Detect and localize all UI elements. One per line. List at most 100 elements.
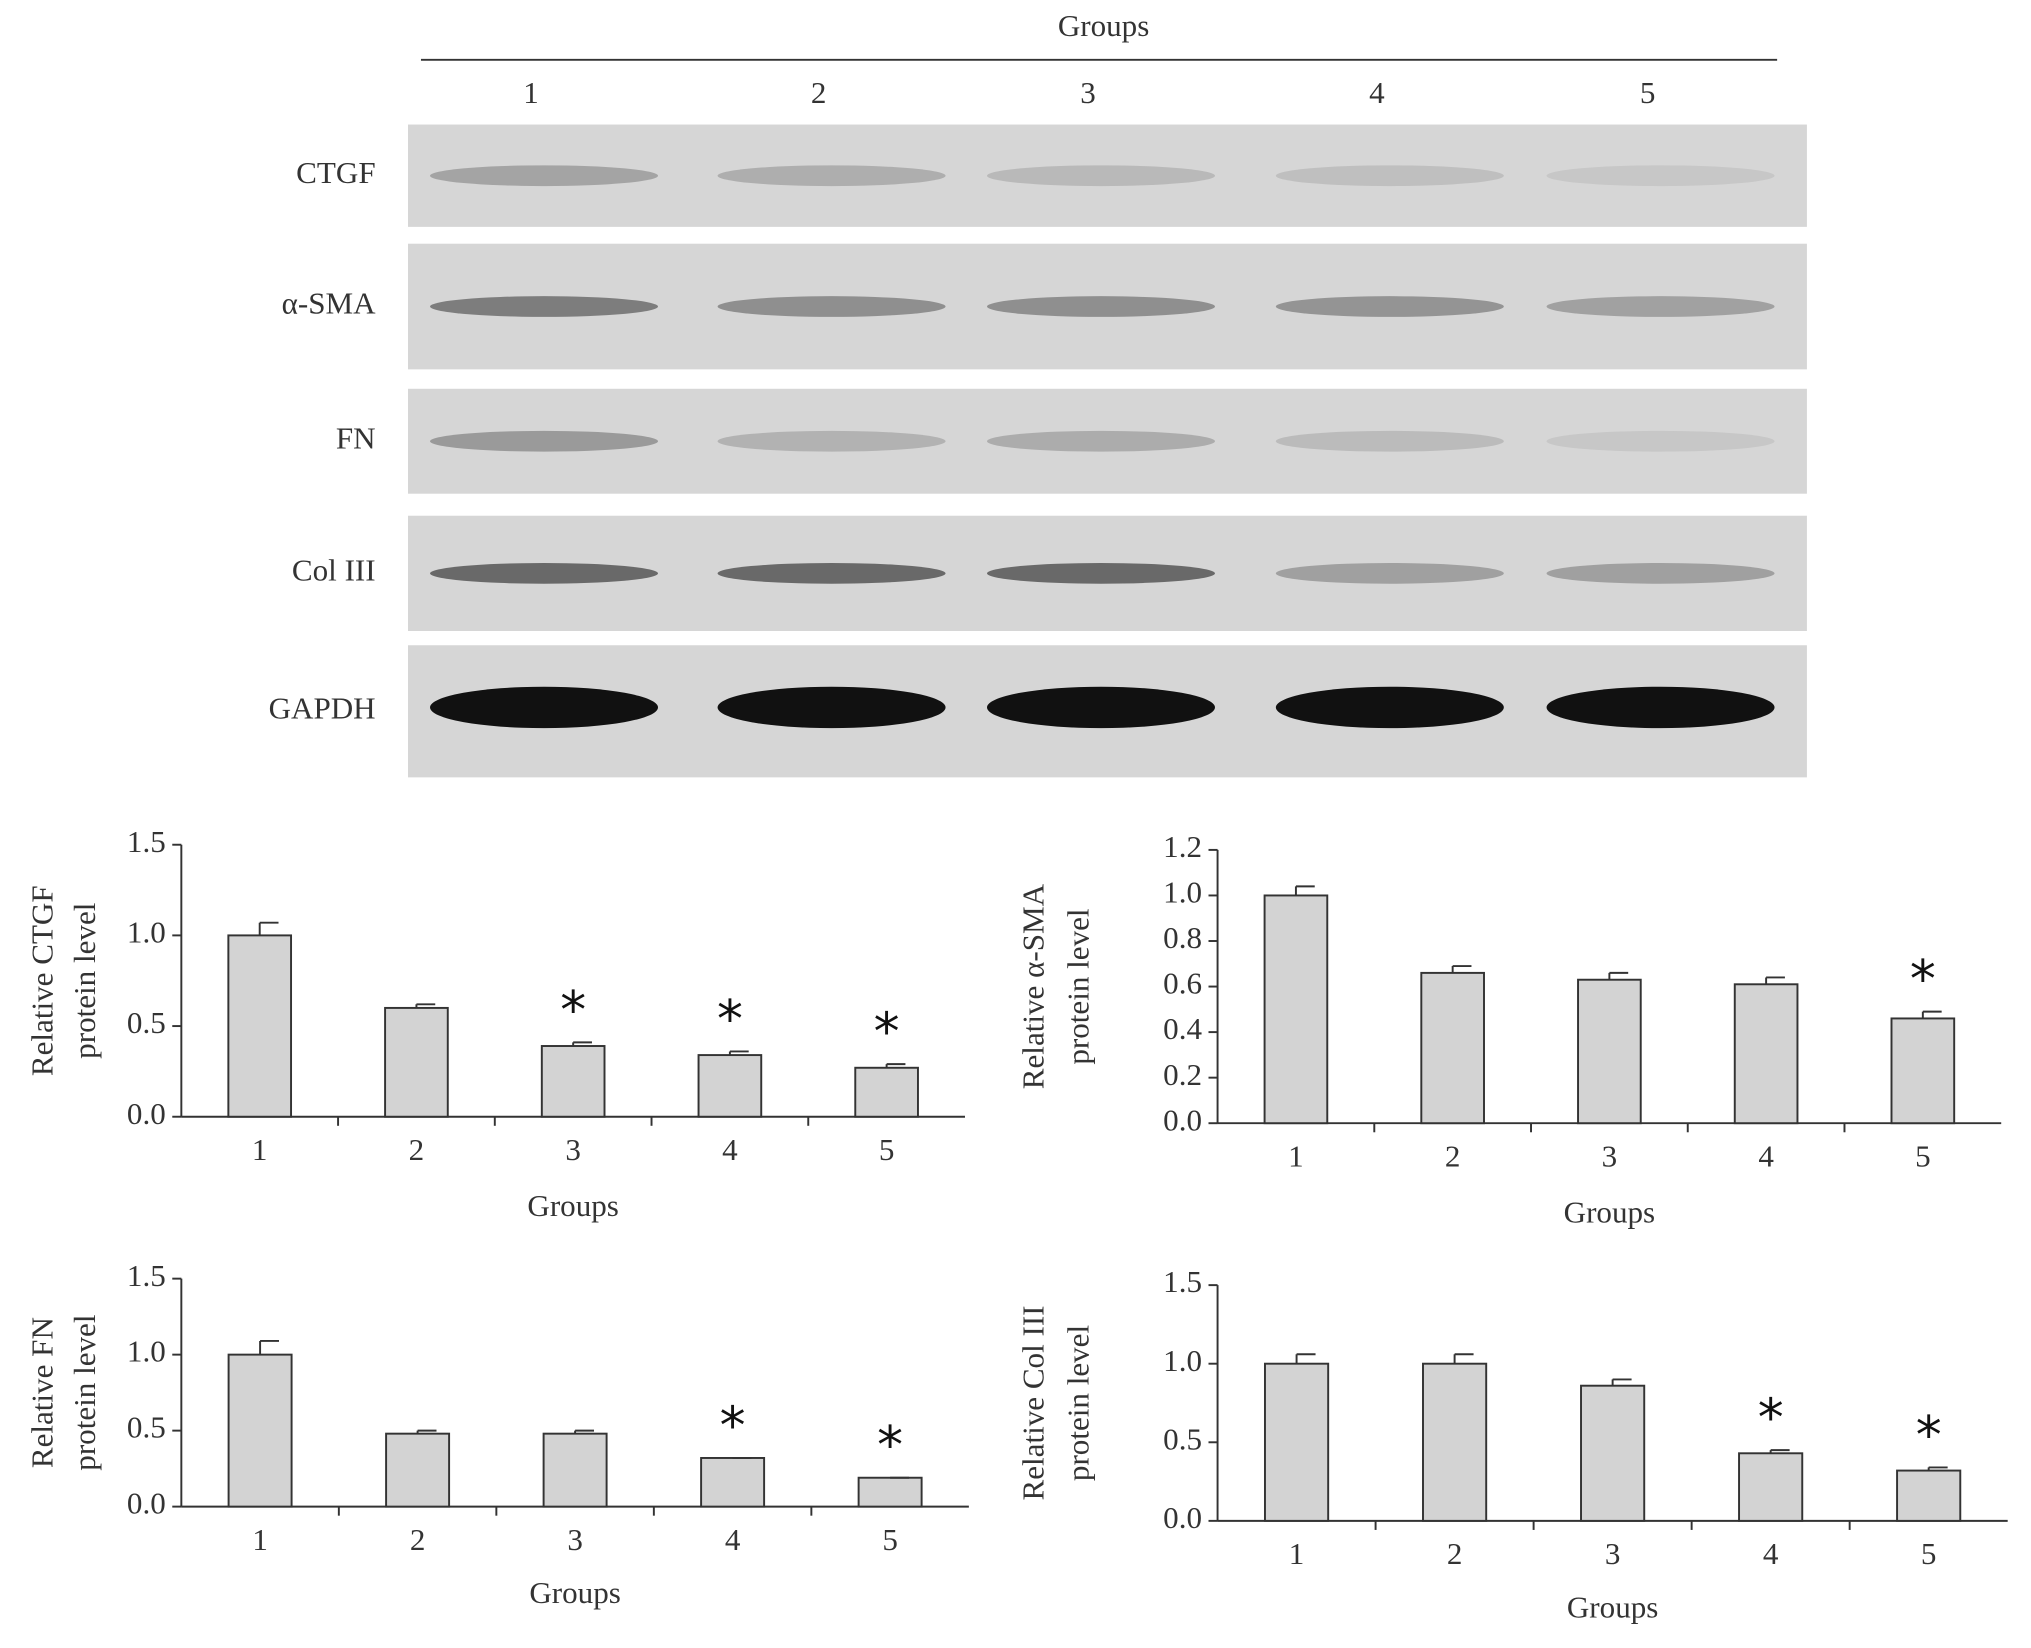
blot-band xyxy=(1275,165,1504,187)
error-bar xyxy=(415,1003,436,1008)
bar xyxy=(697,1054,763,1118)
x-axis-label: Groups xyxy=(527,1188,619,1223)
protein-label: Col III xyxy=(292,552,376,587)
y-axis-label: Relative α-SMA xyxy=(1015,883,1050,1089)
y-tick-label: 0.0 xyxy=(1163,1102,1202,1137)
blot-band xyxy=(1546,563,1775,584)
blot-band xyxy=(1275,563,1504,584)
y-tick-label: 0.0 xyxy=(127,1486,166,1521)
lane-label: 5 xyxy=(1640,75,1656,110)
blot-band xyxy=(1275,430,1504,452)
error-bar xyxy=(885,1063,906,1068)
lane-label: 2 xyxy=(811,75,827,110)
blot-panel xyxy=(408,124,1807,227)
error-bar xyxy=(1451,965,1472,973)
y-tick-label: 0.5 xyxy=(1163,1421,1202,1456)
blot-band xyxy=(430,296,659,317)
error-bar xyxy=(728,1050,749,1056)
bar xyxy=(857,1476,923,1508)
x-tick-label: 3 xyxy=(1602,1139,1618,1174)
y-tick-label: 1.2 xyxy=(1163,829,1202,864)
x-tick-label: 5 xyxy=(1915,1139,1931,1174)
x-tick-label: 1 xyxy=(252,1522,268,1557)
y-axis-label: Relative FN xyxy=(24,1317,59,1468)
x-axis-label: Groups xyxy=(1567,1589,1659,1624)
blot-band xyxy=(430,686,659,729)
western-blot: 1 2 3 4 5 CTGF α-SMA FN Col III GAPDH xyxy=(269,75,1807,778)
x-tick-label: 2 xyxy=(409,1132,425,1167)
error-bar xyxy=(1921,1010,1942,1019)
x-tick-label: 5 xyxy=(879,1132,895,1167)
y-tick-label: 1.0 xyxy=(127,915,166,950)
error-bar xyxy=(1294,885,1315,896)
blot-band xyxy=(1546,296,1775,317)
y-axis-label: protein level xyxy=(67,1314,102,1471)
blot-band xyxy=(430,165,659,187)
blot-band xyxy=(987,430,1215,452)
y-tick-label: 0.5 xyxy=(127,1410,166,1445)
error-bar xyxy=(1769,1449,1790,1454)
x-tick-label: 4 xyxy=(725,1522,741,1557)
x-tick-label: 1 xyxy=(252,1132,268,1167)
blot-band xyxy=(987,165,1215,187)
x-axis-label: Groups xyxy=(529,1575,621,1610)
x-tick-label: 4 xyxy=(722,1132,738,1167)
blot-band xyxy=(987,296,1215,317)
x-axis-label: Groups xyxy=(1564,1194,1656,1229)
y-tick-label: 0.0 xyxy=(127,1096,166,1131)
blot-band xyxy=(987,686,1215,729)
x-tick-label: 4 xyxy=(1758,1139,1774,1174)
y-tick-label: 1.5 xyxy=(127,824,166,859)
blot-band xyxy=(1546,165,1775,187)
error-bar xyxy=(1608,971,1629,980)
y-tick-label: 1.0 xyxy=(127,1334,166,1369)
y-tick-label: 0.5 xyxy=(127,1005,166,1040)
bar xyxy=(385,1432,451,1508)
y-tick-label: 1.0 xyxy=(1163,875,1202,910)
error-bar xyxy=(1611,1378,1632,1386)
bar xyxy=(1733,983,1799,1125)
bar xyxy=(700,1457,766,1508)
x-tick-label: 3 xyxy=(565,1132,581,1167)
bar xyxy=(1738,1452,1804,1522)
y-tick-label: 0.0 xyxy=(1163,1500,1202,1535)
bar xyxy=(384,1006,449,1118)
x-tick-label: 3 xyxy=(1605,1536,1621,1571)
significance-marker: * xyxy=(720,1396,746,1456)
y-axis-label: protein level xyxy=(1061,1325,1096,1482)
significance-marker: * xyxy=(877,1416,903,1476)
significance-marker: * xyxy=(1758,1389,1784,1449)
bar xyxy=(1896,1469,1962,1522)
bar xyxy=(540,1045,606,1118)
y-tick-label: 1.0 xyxy=(1163,1343,1202,1378)
error-bar xyxy=(1453,1353,1474,1364)
x-tick-label: 2 xyxy=(1447,1536,1463,1571)
blot-band xyxy=(717,296,946,317)
y-tick-label: 1.5 xyxy=(1163,1264,1202,1299)
error-bar xyxy=(1927,1466,1948,1471)
y-axis-label: protein level xyxy=(67,902,102,1059)
blot-band xyxy=(430,430,659,452)
blot-band xyxy=(717,430,946,452)
protein-label: CTGF xyxy=(296,155,375,190)
error-bar xyxy=(574,1429,595,1434)
blot-band xyxy=(1546,430,1775,452)
lane-label: 1 xyxy=(523,75,539,110)
blot-title: Groups xyxy=(1058,8,1150,43)
blot-panel xyxy=(408,388,1807,494)
lane-label: 3 xyxy=(1080,75,1096,110)
protein-label: GAPDH xyxy=(269,690,376,725)
lane-label: 4 xyxy=(1369,75,1385,110)
y-tick-label: 0.4 xyxy=(1163,1011,1202,1046)
blot-band xyxy=(717,686,946,729)
x-tick-label: 4 xyxy=(1763,1536,1779,1571)
error-bar xyxy=(1295,1353,1316,1364)
bar xyxy=(227,1353,293,1508)
blot-band xyxy=(717,563,946,584)
error-bar xyxy=(572,1041,592,1047)
y-tick-label: 0.2 xyxy=(1163,1057,1202,1092)
bar xyxy=(542,1432,608,1508)
significance-marker: * xyxy=(717,990,743,1050)
